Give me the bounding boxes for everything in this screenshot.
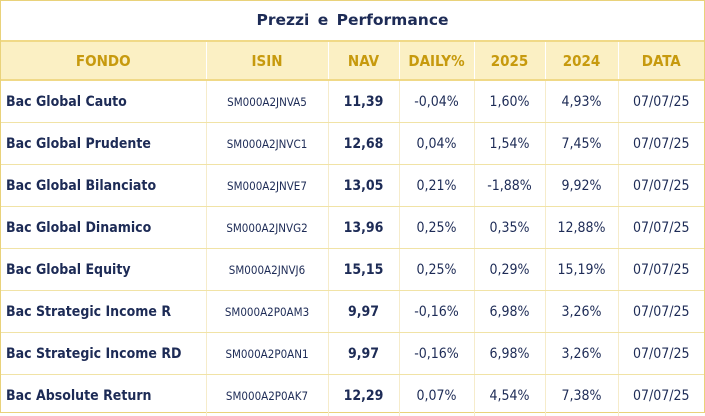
fund-name[interactable]: Bac Global Bilanciato bbox=[1, 165, 206, 207]
table-header-row: FONDO ISIN NAV DAILY% 2025 2024 DATA bbox=[1, 41, 704, 80]
fund-name[interactable]: Bac Absolute Return bbox=[1, 375, 206, 416]
fund-2025: 4,54% bbox=[474, 375, 545, 416]
fund-daily: 0,25% bbox=[399, 249, 474, 291]
fund-daily: -0,16% bbox=[399, 291, 474, 333]
fund-nav: 11,39 bbox=[328, 80, 399, 123]
fund-daily: 0,07% bbox=[399, 375, 474, 416]
fund-name[interactable]: Bac Strategic Income R bbox=[1, 291, 206, 333]
fund-2024: 12,88% bbox=[545, 207, 618, 249]
fund-nav: 13,05 bbox=[328, 165, 399, 207]
fund-2025: 6,98% bbox=[474, 333, 545, 375]
fund-isin: SM000A2JNVA5 bbox=[206, 80, 328, 123]
fund-nav: 12,68 bbox=[328, 123, 399, 165]
fund-name[interactable]: Bac Global Equity bbox=[1, 249, 206, 291]
fund-2024: 3,26% bbox=[545, 333, 618, 375]
fund-date: 07/07/25 bbox=[618, 165, 704, 207]
fund-daily: -0,04% bbox=[399, 80, 474, 123]
fund-2024: 15,19% bbox=[545, 249, 618, 291]
fund-name[interactable]: Bac Global Prudente bbox=[1, 123, 206, 165]
fund-2024: 7,38% bbox=[545, 375, 618, 416]
fund-date: 07/07/25 bbox=[618, 249, 704, 291]
fund-daily: 0,04% bbox=[399, 123, 474, 165]
fund-isin: SM000A2JNVC1 bbox=[206, 123, 328, 165]
fund-2024: 9,92% bbox=[545, 165, 618, 207]
table-row: Bac Global Cauto SM000A2JNVA5 11,39 -0,0… bbox=[1, 80, 704, 123]
fund-nav: 9,97 bbox=[328, 333, 399, 375]
fund-isin: SM000A2P0AN1 bbox=[206, 333, 328, 375]
fund-2025: 1,60% bbox=[474, 80, 545, 123]
fund-2024: 3,26% bbox=[545, 291, 618, 333]
fund-nav: 15,15 bbox=[328, 249, 399, 291]
fund-nav: 9,97 bbox=[328, 291, 399, 333]
fund-isin: SM000A2JNVE7 bbox=[206, 165, 328, 207]
fund-date: 07/07/25 bbox=[618, 80, 704, 123]
header-2025: 2025 bbox=[474, 41, 545, 80]
fund-2024: 7,45% bbox=[545, 123, 618, 165]
fund-2025: 1,54% bbox=[474, 123, 545, 165]
fund-2024: 4,93% bbox=[545, 80, 618, 123]
fund-daily: 0,21% bbox=[399, 165, 474, 207]
fund-daily: 0,25% bbox=[399, 207, 474, 249]
fund-isin: SM000A2JNVG2 bbox=[206, 207, 328, 249]
fund-date: 07/07/25 bbox=[618, 207, 704, 249]
fund-isin: SM000A2P0AK7 bbox=[206, 375, 328, 416]
fund-name[interactable]: Bac Global Cauto bbox=[1, 80, 206, 123]
fund-daily: -0,16% bbox=[399, 333, 474, 375]
fund-date: 07/07/25 bbox=[618, 123, 704, 165]
fund-name[interactable]: Bac Strategic Income RD bbox=[1, 333, 206, 375]
fund-nav: 13,96 bbox=[328, 207, 399, 249]
fund-date: 07/07/25 bbox=[618, 333, 704, 375]
fund-nav: 12,29 bbox=[328, 375, 399, 416]
fund-2025: 0,35% bbox=[474, 207, 545, 249]
table-row: Bac Global Equity SM000A2JNVJ6 15,15 0,2… bbox=[1, 249, 704, 291]
fund-isin: SM000A2P0AM3 bbox=[206, 291, 328, 333]
fund-name[interactable]: Bac Global Dinamico bbox=[1, 207, 206, 249]
table-row: Bac Strategic Income R SM000A2P0AM3 9,97… bbox=[1, 291, 704, 333]
fund-isin: SM000A2JNVJ6 bbox=[206, 249, 328, 291]
table-row: Bac Global Bilanciato SM000A2JNVE7 13,05… bbox=[1, 165, 704, 207]
header-nav: NAV bbox=[328, 41, 399, 80]
header-daily: DAILY% bbox=[399, 41, 474, 80]
panel-title: Prezzi e Performance bbox=[1, 1, 704, 40]
fund-date: 07/07/25 bbox=[618, 375, 704, 416]
fund-2025: -1,88% bbox=[474, 165, 545, 207]
table-row: Bac Global Prudente SM000A2JNVC1 12,68 0… bbox=[1, 123, 704, 165]
funds-table: FONDO ISIN NAV DAILY% 2025 2024 DATA Bac… bbox=[1, 40, 704, 416]
table-row: Bac Strategic Income RD SM000A2P0AN1 9,9… bbox=[1, 333, 704, 375]
header-fondo: FONDO bbox=[1, 41, 206, 80]
fund-date: 07/07/25 bbox=[618, 291, 704, 333]
table-row: Bac Absolute Return SM000A2P0AK7 12,29 0… bbox=[1, 375, 704, 416]
fund-2025: 0,29% bbox=[474, 249, 545, 291]
header-2024: 2024 bbox=[545, 41, 618, 80]
header-isin: ISIN bbox=[206, 41, 328, 80]
table-row: Bac Global Dinamico SM000A2JNVG2 13,96 0… bbox=[1, 207, 704, 249]
fund-2025: 6,98% bbox=[474, 291, 545, 333]
header-data: DATA bbox=[618, 41, 704, 80]
